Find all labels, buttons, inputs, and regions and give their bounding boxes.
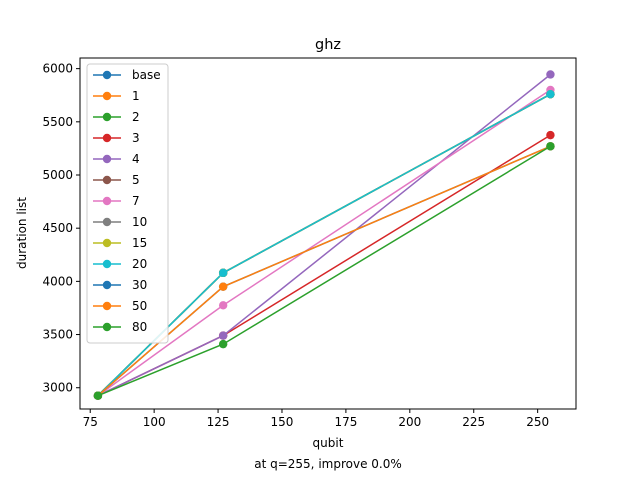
legend-item: base <box>93 68 161 82</box>
series-80 <box>93 142 555 400</box>
legend-item: 10 <box>93 215 147 229</box>
legend-item: 15 <box>93 236 147 250</box>
legend-item: 1 <box>93 89 140 103</box>
x-tick-label: 225 <box>462 415 485 429</box>
x-tick-label: 250 <box>526 415 549 429</box>
data-point <box>546 70 555 79</box>
legend-marker <box>102 322 112 332</box>
legend-marker <box>102 280 112 290</box>
x-tick-label: 100 <box>143 415 166 429</box>
legend-label: 30 <box>132 278 147 292</box>
x-tick-label: 150 <box>271 415 294 429</box>
legend-item: 5 <box>93 173 140 187</box>
x-tick-label: 125 <box>207 415 230 429</box>
legend-label: 7 <box>132 194 140 208</box>
y-tick-label: 4500 <box>42 221 73 235</box>
plot-frame <box>79 57 577 410</box>
legend-item: 3 <box>93 131 140 145</box>
legend-marker <box>102 217 112 227</box>
legend-label: 10 <box>132 215 147 229</box>
x-tick-label: 75 <box>83 415 98 429</box>
y-tick-label: 4000 <box>42 274 73 288</box>
legend-frame <box>86 63 169 344</box>
y-tick-label: 6000 <box>42 62 73 76</box>
y-tick-label: 3500 <box>42 328 73 342</box>
data-point <box>546 142 555 151</box>
legend-item: 30 <box>93 278 147 292</box>
data-point <box>546 130 555 140</box>
plot-area <box>93 70 555 400</box>
y-tick-label: 5000 <box>42 168 73 182</box>
legend-marker <box>102 175 112 185</box>
legend-marker <box>102 112 112 122</box>
legend-marker <box>102 196 112 206</box>
data-point <box>218 282 228 291</box>
legend-item: 50 <box>93 299 147 313</box>
legend-item: 7 <box>93 194 140 208</box>
legend-label: 1 <box>132 89 140 103</box>
data-point <box>93 391 103 400</box>
legend-marker <box>102 91 112 101</box>
legend-label: 80 <box>132 320 147 334</box>
legend-item: 4 <box>93 152 140 166</box>
legend-item: 80 <box>93 320 147 334</box>
legend-marker <box>102 70 112 80</box>
legend-label: 5 <box>132 173 140 187</box>
chart-title: ghz <box>315 37 341 53</box>
y-tick-label: 3000 <box>42 381 73 395</box>
y-axis-label: duration list <box>15 197 29 269</box>
legend-item: 2 <box>93 110 140 124</box>
x-tick-label: 175 <box>334 415 357 429</box>
legend-label: 50 <box>132 299 147 313</box>
x-axis-label: qubit <box>313 436 344 450</box>
legend-label: 15 <box>132 236 147 250</box>
data-point <box>546 89 555 99</box>
chart-caption: at q=255, improve 0.0% <box>254 457 402 471</box>
legend-marker <box>102 259 112 269</box>
data-point <box>218 301 228 310</box>
data-point <box>218 339 228 349</box>
legend: base 1 2 3 4 5 7 10 15 20 30 50 80 <box>86 63 169 344</box>
legend-marker <box>102 238 112 248</box>
legend-label: 3 <box>132 131 140 145</box>
legend-label: 20 <box>132 257 147 271</box>
y-axis: 3000 3500 4000 4500 5000 5500 6000 <box>42 62 80 395</box>
legend-marker <box>102 154 112 164</box>
legend-marker <box>102 133 112 143</box>
data-point <box>218 331 228 340</box>
legend-item: 20 <box>93 257 147 271</box>
legend-marker <box>102 301 112 311</box>
legend-label: 2 <box>132 110 140 124</box>
x-tick-label: 200 <box>398 415 421 429</box>
y-tick-label: 5500 <box>42 115 73 129</box>
legend-label: base <box>132 68 161 82</box>
legend-label: 4 <box>132 152 140 166</box>
x-axis: 75 100 125 150 175 200 225 250 <box>83 409 549 429</box>
data-point <box>218 268 228 278</box>
